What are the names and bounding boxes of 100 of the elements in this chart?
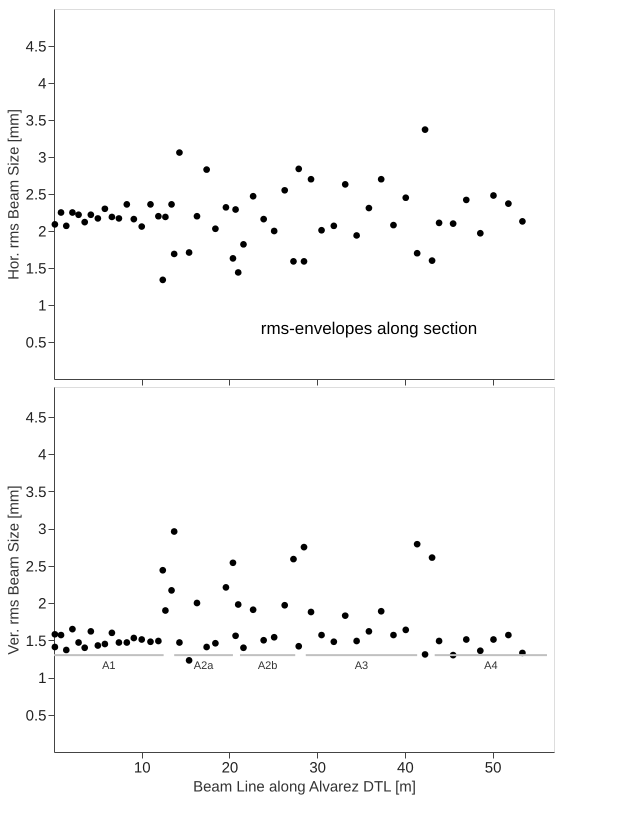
point [87,211,94,218]
point [159,276,166,284]
point [476,647,484,654]
point [366,204,372,212]
point [81,644,88,652]
y-tick-label: 4.5 [26,38,46,56]
point [378,608,385,615]
y-tick-label: 1 [38,298,46,314]
point [186,657,192,664]
point [116,639,122,646]
series-label: A1 [102,660,116,672]
point [75,211,82,218]
y-tick-label: 1.5 [26,632,46,650]
point [203,644,210,650]
point [176,639,183,646]
point [505,200,512,207]
x-tick-label: 50 [484,760,502,776]
point [402,626,410,634]
y-axis-title: Ver. rms Beam Size [mm] [6,485,23,655]
point [222,204,230,211]
x-axis-title: Beam Line along Alvarez DTL [m] [193,778,416,796]
annotation: rms-envelopes along section [260,319,478,338]
point [155,638,162,644]
y-tick-label: 0.5 [26,707,46,724]
point [94,215,102,222]
point [318,632,325,638]
point [308,608,314,616]
point [170,250,178,258]
point [353,638,360,644]
point [155,212,162,220]
y-tick-label: 4.5 [26,409,46,426]
y-tick-label: 1.5 [26,260,46,278]
y-tick-label: 2 [38,596,46,613]
point [240,240,247,248]
series-label: A3 [354,660,368,672]
point [94,642,102,649]
point [147,201,154,208]
point [108,214,116,220]
point [260,216,268,223]
point [308,176,314,183]
point [69,209,76,216]
x-tick-label: 10 [134,760,151,776]
point [138,223,146,230]
point [353,232,360,239]
point [390,222,397,228]
point [52,630,58,638]
y-tick-label: 1 [38,670,46,688]
point [342,612,349,620]
point [212,225,219,232]
point [414,250,421,257]
y-tick-label: 3.5 [26,112,46,130]
series-label: A2a [194,660,214,672]
point [168,587,175,594]
point [422,651,428,658]
y-tick-label: 3 [38,150,46,166]
point [436,220,442,226]
x-tick-label: 20 [222,760,238,776]
y-tick-label: 2.5 [26,558,46,576]
point [230,255,236,262]
point [186,249,192,256]
point [170,528,178,535]
point [330,638,338,646]
point [81,218,88,226]
point [147,638,154,646]
point [58,209,64,216]
x-tick-label: 30 [309,760,326,776]
point [428,554,436,561]
point [108,629,116,636]
point [295,642,302,650]
point [462,196,470,204]
point [52,644,58,650]
point [505,632,512,638]
point [490,192,497,199]
point [260,636,268,644]
point [123,201,130,208]
y-tick-label: 2 [38,224,46,240]
y-tick-label: 2.5 [26,186,46,204]
point [281,602,288,609]
point [203,166,210,173]
point [138,636,146,643]
point [62,646,70,654]
y-tick-label: 4 [38,446,46,464]
point [300,258,308,265]
point [428,257,436,264]
point [270,634,278,641]
point [102,640,108,648]
point [476,230,484,237]
point [102,205,108,212]
point [123,639,130,646]
point [159,566,166,574]
point [130,216,138,223]
y-tick-label: 4 [38,76,46,92]
point [519,218,526,225]
point [330,222,338,230]
point [281,186,288,194]
point [450,220,456,227]
point [290,258,297,265]
point [162,214,169,220]
point [490,636,497,643]
point [176,149,183,156]
